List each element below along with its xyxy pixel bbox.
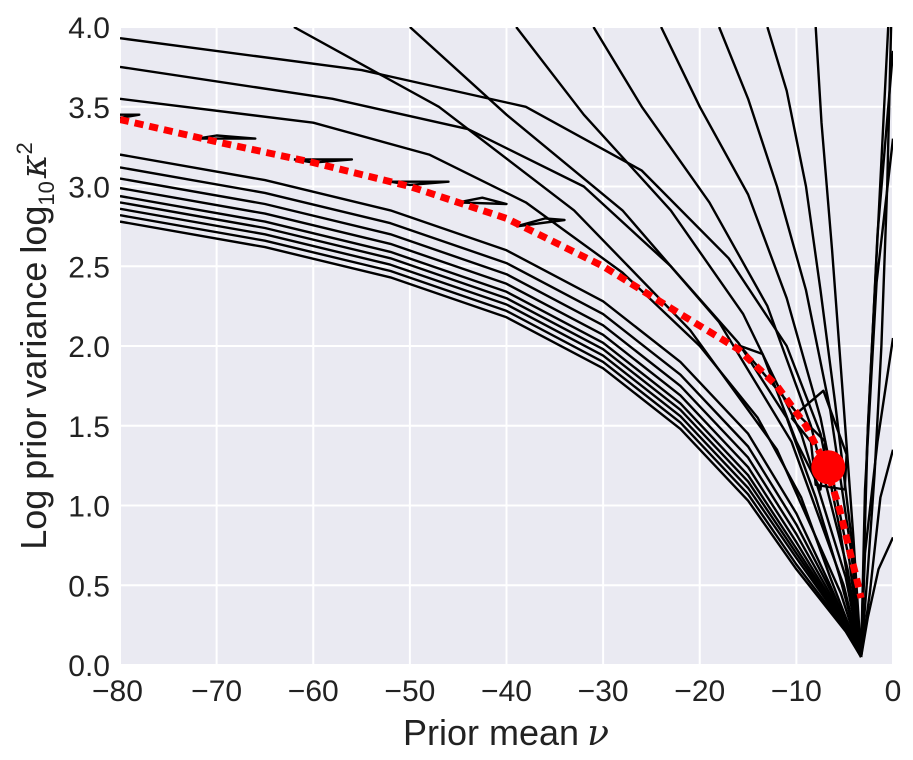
x-axis-label: Prior mean ν xyxy=(403,712,609,754)
y-tick-label: 2.5 xyxy=(68,251,110,284)
x-tick-label: −60 xyxy=(288,675,339,708)
x-tick-label: −70 xyxy=(191,675,242,708)
contour-line-25 xyxy=(120,207,863,658)
contour-line-5 xyxy=(766,27,863,658)
contour-line-26 xyxy=(120,214,863,658)
contour-line-34 xyxy=(739,344,827,491)
y-gridlines xyxy=(120,26,893,666)
contour-line-17 xyxy=(120,65,863,658)
ridge-dotted-line xyxy=(120,116,865,599)
x-tick-label: −10 xyxy=(771,675,822,708)
y-tick-labels: 0.0 0.5 1.0 1.5 2.0 2.5 3.0 3.5 4.0 xyxy=(68,12,110,683)
x-tick-label: −50 xyxy=(384,675,435,708)
x-tick-label: −80 xyxy=(92,675,143,708)
x-tick-label: −30 xyxy=(578,675,629,708)
contour-line-3 xyxy=(859,536,893,658)
contour-line-16 xyxy=(120,37,863,658)
contour-line-11 xyxy=(293,27,863,658)
y-tick-label: 0.5 xyxy=(68,570,110,603)
contour-line-22 xyxy=(120,186,863,658)
optimum-marker xyxy=(811,450,846,485)
y-tick-label: 1.5 xyxy=(68,411,110,444)
contour-line-14 xyxy=(859,138,893,658)
contour-line-29 xyxy=(197,134,257,140)
ridge-layer xyxy=(120,116,865,599)
y-axis-label: Log prior variancelog10κ2 xyxy=(12,142,59,550)
contour-line-8 xyxy=(592,27,863,658)
x-tick-label: −20 xyxy=(674,675,725,708)
contour-lines xyxy=(120,27,893,658)
y-tick-label: 3.0 xyxy=(68,172,110,205)
contour-line-15 xyxy=(859,337,893,658)
contour-line-19 xyxy=(120,153,863,658)
x-tick-label: 0 xyxy=(885,675,902,708)
contour-line-20 xyxy=(120,166,863,658)
contour-line-27 xyxy=(120,220,863,658)
y-tick-label: 3.5 xyxy=(68,92,110,125)
y-tick-label: 1.0 xyxy=(68,491,110,524)
contour-line-7 xyxy=(660,27,863,658)
contour-line-21 xyxy=(120,177,863,658)
x-tick-labels: −80 −70 −60 −50 −40 −30 −20 −10 0 xyxy=(92,675,901,708)
contour-line-9 xyxy=(515,27,863,658)
y-tick-label: 4.0 xyxy=(68,12,110,45)
contour-line-28 xyxy=(120,113,141,120)
contour-line-1 xyxy=(859,27,893,658)
contour-line-24 xyxy=(120,201,863,658)
contour-line-18 xyxy=(120,97,863,658)
contour-line-33 xyxy=(515,217,566,228)
y-tick-label: 0.0 xyxy=(68,650,110,683)
x-tick-label: −40 xyxy=(481,675,532,708)
y-tick-label: 2.0 xyxy=(68,331,110,364)
contour-line-32 xyxy=(457,196,508,206)
contour-line-23 xyxy=(120,194,863,658)
